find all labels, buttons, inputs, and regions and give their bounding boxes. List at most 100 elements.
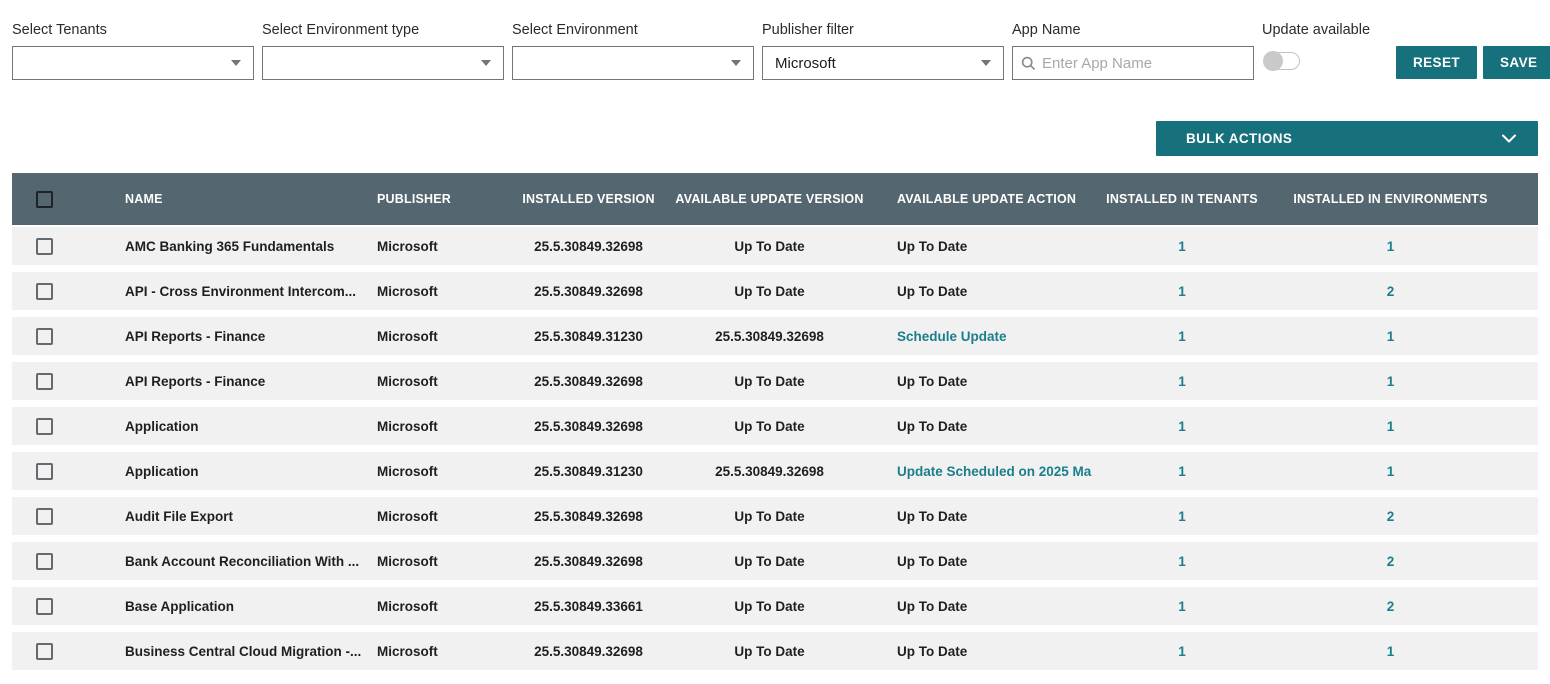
cell-installed-in-tenants-link[interactable]: 1 [1178,238,1186,254]
environment-type-label: Select Environment type [262,22,420,38]
toggle-knob [1263,51,1283,71]
row-checkbox-cell [12,507,112,525]
cell-installed-in-environments-link[interactable]: 1 [1386,463,1395,479]
row-checkbox[interactable] [36,372,53,390]
table-row: Business Central Cloud Migration -... Mi… [12,632,1538,670]
table-row: Application Microsoft 25.5.30849.32698 U… [12,407,1538,445]
bulk-actions-button[interactable]: BULK ACTIONS [1156,121,1538,156]
cell-publisher: Microsoft [377,328,438,344]
update-available-toggle[interactable] [1263,51,1300,71]
row-checkbox[interactable] [36,237,53,255]
cell-installed-in-tenants-link[interactable]: 1 [1178,553,1186,569]
row-checkbox[interactable] [36,327,53,345]
filter-app-name: App Name [1012,22,1254,80]
cell-installed-in-environments-link[interactable]: 1 [1386,328,1395,344]
chevron-down-icon [1502,134,1516,143]
chevron-down-icon [731,60,741,66]
cell-available-update-action: Up To Date [897,598,968,614]
row-checkbox-cell [12,552,112,570]
filter-environment-type: Select Environment type [262,22,504,80]
row-checkbox-cell [12,282,112,300]
cell-installed-in-environments-link[interactable]: 1 [1386,238,1395,254]
cell-available-update-version: Up To Date [734,283,805,299]
row-checkbox[interactable] [36,507,53,525]
cell-installed-in-tenants-link[interactable]: 1 [1178,328,1186,344]
table-row: API - Cross Environment Intercom... Micr… [12,272,1538,310]
search-icon [1021,56,1036,70]
cell-installed-in-environments-link[interactable]: 2 [1386,508,1395,524]
table-row: Base Application Microsoft 25.5.30849.33… [12,587,1538,625]
filter-select-tenants: Select Tenants [12,22,254,80]
cell-installed-in-environments-link[interactable]: 1 [1386,418,1395,434]
cell-installed-in-environments-link[interactable]: 2 [1386,283,1395,299]
publisher-value: Microsoft [775,54,836,72]
column-header-available-update-version: AVAILABLE UPDATE VERSION [675,192,864,206]
cell-installed-version: 25.5.30849.32698 [534,508,643,524]
cell-installed-version: 25.5.30849.32698 [534,643,643,659]
row-checkbox-cell [12,417,112,435]
cell-app-name: Application [125,463,199,479]
row-checkbox[interactable] [36,462,53,480]
app-name-label: App Name [1012,22,1081,38]
cell-available-update-version: Up To Date [734,238,805,254]
row-checkbox[interactable] [36,552,53,570]
cell-installed-in-environments-link[interactable]: 1 [1386,643,1395,659]
row-checkbox-cell [12,462,112,480]
environment-dropdown[interactable] [512,46,754,80]
cell-publisher: Microsoft [377,508,438,524]
chevron-down-icon [981,60,991,66]
cell-installed-in-tenants-link[interactable]: 1 [1178,373,1186,389]
cell-installed-in-environments-link[interactable]: 1 [1386,373,1395,389]
update-available-label: Update available [1262,22,1371,38]
cell-app-name: AMC Banking 365 Fundamentals [125,238,335,254]
cell-app-name: Application [125,418,199,434]
header-checkbox-cell [12,190,112,208]
cell-publisher: Microsoft [377,373,438,389]
save-button[interactable]: SAVE [1483,46,1550,79]
row-checkbox-cell [12,372,112,390]
row-checkbox[interactable] [36,642,53,660]
cell-available-update-version: Up To Date [734,643,805,659]
row-checkbox[interactable] [36,597,53,615]
cell-available-update-version: Up To Date [734,598,805,614]
cell-installed-in-tenants-link[interactable]: 1 [1178,598,1186,614]
publisher-dropdown[interactable]: Microsoft [762,46,1004,80]
cell-available-update-action-link[interactable]: Update Scheduled on 2025 Ma [897,463,1092,479]
cell-installed-in-tenants-link[interactable]: 1 [1178,463,1186,479]
apps-table: NAME PUBLISHER INSTALLED VERSION AVAILAB… [12,173,1538,670]
cell-installed-version: 25.5.30849.32698 [534,553,643,569]
cell-installed-in-environments-link[interactable]: 2 [1386,553,1395,569]
cell-publisher: Microsoft [377,553,438,569]
cell-available-update-version: 25.5.30849.32698 [715,328,824,344]
cell-app-name: Audit File Export [125,508,233,524]
filter-action-buttons: RESET SAVE [1396,46,1550,79]
select-tenants-dropdown[interactable] [12,46,254,80]
row-checkbox-cell [12,327,112,345]
reset-button[interactable]: RESET [1396,46,1478,79]
bulk-actions-row: BULK ACTIONS [0,121,1550,156]
table-row: Application Microsoft 25.5.30849.31230 2… [12,452,1538,490]
cell-app-name: API - Cross Environment Intercom... [125,283,357,299]
cell-installed-in-environments-link[interactable]: 2 [1386,598,1395,614]
cell-app-name: Bank Account Reconciliation With ... [125,553,360,569]
cell-installed-in-tenants-link[interactable]: 1 [1178,508,1186,524]
bulk-actions-label: BULK ACTIONS [1186,131,1293,146]
cell-available-update-action-link[interactable]: Schedule Update [897,328,1007,344]
app-name-input[interactable] [1042,54,1245,72]
cell-installed-version: 25.5.30849.33661 [534,598,643,614]
publisher-filter-label: Publisher filter [762,22,854,38]
cell-installed-in-tenants-link[interactable]: 1 [1178,418,1186,434]
row-checkbox[interactable] [36,282,53,300]
cell-installed-in-tenants-link[interactable]: 1 [1178,283,1186,299]
cell-publisher: Microsoft [377,598,438,614]
cell-available-update-action: Up To Date [897,238,968,254]
cell-app-name: Base Application [125,598,235,614]
select-tenants-label: Select Tenants [12,22,107,38]
cell-app-name: API Reports - Finance [125,373,266,389]
environment-type-dropdown[interactable] [262,46,504,80]
select-all-checkbox[interactable] [36,190,53,208]
row-checkbox[interactable] [36,417,53,435]
cell-available-update-version: 25.5.30849.32698 [715,463,824,479]
cell-available-update-action: Up To Date [897,373,968,389]
cell-installed-in-tenants-link[interactable]: 1 [1178,643,1186,659]
